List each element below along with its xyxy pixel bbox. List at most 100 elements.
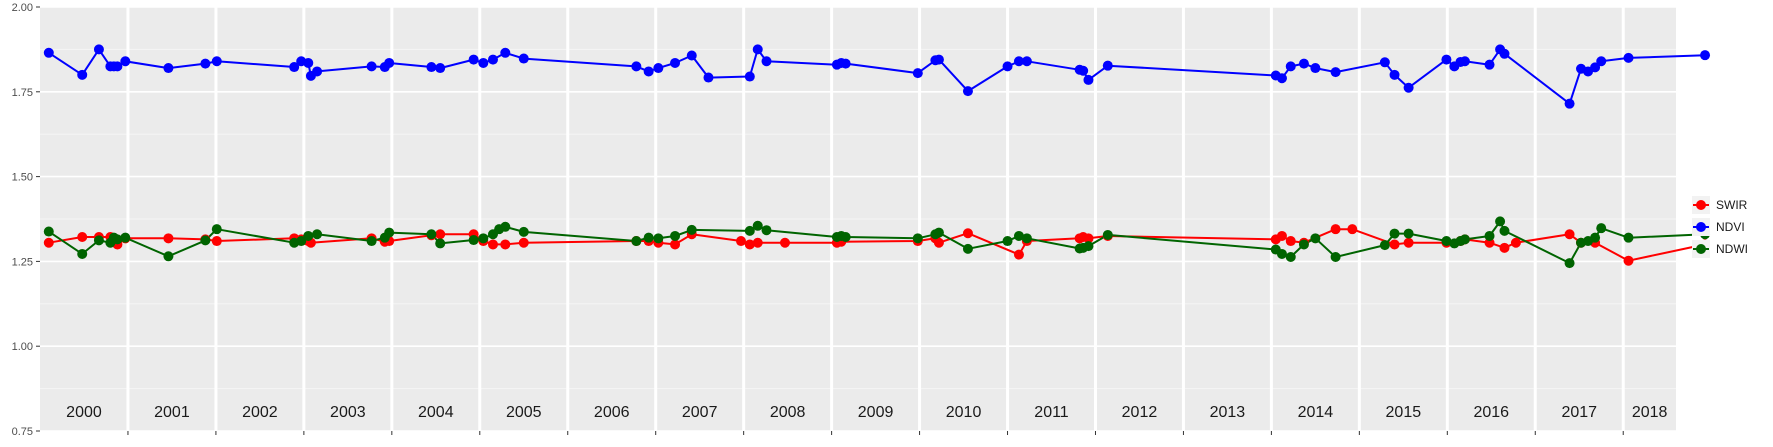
data-point-ndvi: [1083, 74, 1094, 85]
data-point-ndwi: [366, 236, 377, 247]
data-point-swir: [1403, 237, 1414, 248]
y-tick-label: 1.50: [12, 172, 33, 184]
data-point-ndvi: [1623, 52, 1634, 63]
data-point-ndvi: [93, 44, 104, 55]
data-point-swir: [1564, 229, 1575, 240]
data-point-ndvi: [1102, 60, 1113, 71]
data-point-ndvi: [77, 69, 88, 80]
data-point-ndwi: [643, 232, 654, 243]
data-point-ndwi: [686, 224, 697, 235]
data-point-ndwi: [653, 233, 664, 244]
data-point-ndvi: [1310, 63, 1321, 74]
data-point-swir: [752, 237, 763, 248]
data-point-ndvi: [312, 66, 323, 77]
data-point-ndwi: [1310, 233, 1321, 244]
data-point-ndwi: [1276, 248, 1287, 259]
data-point-ndvi: [200, 58, 211, 69]
data-point-ndvi: [289, 62, 300, 73]
data-point-ndwi: [1083, 241, 1094, 252]
data-point-ndvi: [366, 61, 377, 72]
data-point-ndwi: [912, 233, 923, 244]
data-point-ndvi: [518, 53, 529, 64]
y-tick-label: 0.75: [12, 426, 33, 438]
data-point-ndvi: [1564, 98, 1575, 109]
data-point-ndwi: [120, 232, 131, 243]
data-point-ndvi: [478, 57, 489, 68]
data-point-swir: [1389, 239, 1400, 250]
year-label: 2009: [858, 404, 894, 421]
data-point-ndwi: [303, 230, 314, 241]
data-point-ndwi: [312, 229, 323, 240]
year-label: 2015: [1386, 404, 1422, 421]
legend-key-marker: [1696, 222, 1706, 232]
year-label: 2002: [242, 404, 278, 421]
data-point-ndvi: [1484, 59, 1495, 70]
data-point-swir: [1510, 237, 1521, 248]
data-point-ndvi: [120, 56, 131, 67]
data-point-ndvi: [1330, 67, 1341, 78]
data-point-swir: [435, 229, 446, 240]
data-point-ndwi: [1013, 230, 1024, 241]
data-point-ndvi: [1389, 69, 1400, 80]
data-point-ndwi: [1484, 230, 1495, 241]
legend-label-ndvi: NDVI: [1716, 220, 1745, 234]
data-point-ndwi: [840, 231, 851, 242]
year-label: 2018: [1632, 404, 1668, 421]
data-point-swir: [1276, 230, 1287, 241]
data-point-ndvi: [761, 56, 772, 67]
data-point-ndwi: [1285, 251, 1296, 262]
data-point-ndvi: [752, 44, 763, 55]
data-point-ndwi: [670, 230, 681, 241]
year-label: 2010: [946, 404, 982, 421]
data-point-swir: [43, 237, 54, 248]
year-label: 2011: [1034, 404, 1069, 421]
data-point-swir: [211, 236, 222, 247]
year-label: 2012: [1122, 404, 1158, 421]
data-point-ndvi: [303, 57, 314, 68]
data-point-ndwi: [384, 227, 395, 238]
data-point-ndvi: [643, 66, 654, 77]
data-point-ndvi: [500, 47, 511, 58]
data-point-swir: [487, 239, 498, 250]
data-point-ndvi: [435, 63, 446, 74]
data-point-swir: [500, 239, 511, 250]
year-label: 2014: [1298, 404, 1334, 421]
data-point-ndwi: [1021, 233, 1032, 244]
year-label: 2001: [154, 404, 190, 421]
data-point-swir: [933, 237, 944, 248]
data-point-ndvi: [962, 86, 973, 97]
legend-label-swir: SWIR: [1716, 198, 1748, 212]
data-point-ndwi: [1403, 228, 1414, 239]
data-point-ndvi: [1441, 54, 1452, 65]
data-point-swir: [1499, 242, 1510, 253]
data-point-ndwi: [1596, 223, 1607, 234]
data-point-swir: [1285, 236, 1296, 247]
data-point-ndvi: [703, 72, 714, 83]
data-point-ndwi: [1002, 236, 1013, 247]
data-point-ndwi: [200, 235, 211, 246]
data-point-ndvi: [1700, 50, 1711, 61]
data-point-ndwi: [631, 236, 642, 247]
data-point-ndvi: [163, 63, 174, 74]
data-point-ndvi: [43, 47, 54, 58]
data-point-swir: [744, 239, 755, 250]
data-point-ndwi: [1389, 228, 1400, 239]
year-label: 2003: [330, 404, 366, 421]
data-point-ndwi: [962, 243, 973, 254]
data-point-ndwi: [43, 226, 54, 237]
data-point-ndvi: [631, 61, 642, 72]
data-point-ndwi: [112, 234, 123, 245]
data-point-ndwi: [1495, 216, 1506, 227]
data-point-ndwi: [761, 225, 772, 236]
data-point-swir: [1083, 233, 1094, 244]
data-point-ndvi: [211, 56, 222, 67]
data-point-ndwi: [933, 227, 944, 238]
data-point-swir: [1330, 224, 1341, 235]
data-point-ndvi: [1590, 62, 1601, 73]
data-point-ndvi: [653, 63, 664, 74]
data-point-ndvi: [1459, 56, 1470, 67]
data-point-ndvi: [912, 68, 923, 79]
data-point-ndvi: [1499, 48, 1510, 59]
data-point-ndwi: [426, 229, 437, 240]
